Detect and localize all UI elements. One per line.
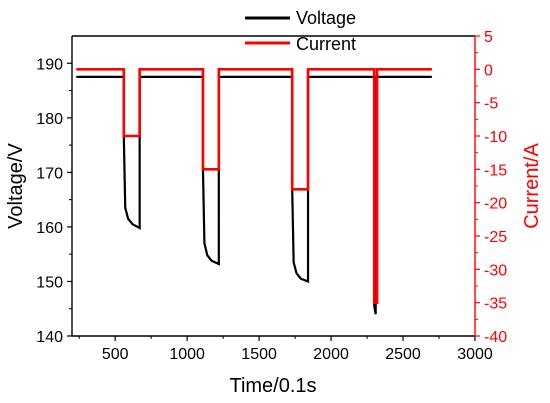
legend: Voltage Current	[245, 8, 356, 54]
legend-current-label: Current	[296, 34, 356, 54]
y-left-tick-label: 190	[36, 56, 63, 73]
y-left-axis-title: Voltage/V	[5, 143, 27, 229]
y-left-tick-label: 160	[36, 220, 63, 237]
x-tick-label: 500	[102, 346, 129, 363]
y-right-tick-label: -40	[484, 329, 507, 346]
y-right-tick-label: -5	[484, 96, 498, 113]
x-tick-label: 1500	[241, 346, 277, 363]
x-ticks-group: 500 1000 1500 2000 2500 3000	[78, 336, 493, 363]
y-left-tick-label: 180	[36, 111, 63, 128]
y-right-tick-label: -35	[484, 296, 507, 313]
x-tick-label: 1000	[169, 346, 205, 363]
y-left-tick-label: 140	[36, 329, 63, 346]
x-axis-title: Time/0.1s	[229, 375, 316, 397]
x-tick-label: 2000	[313, 346, 349, 363]
y-right-tick-label: 5	[484, 29, 493, 46]
current-series-line	[76, 68, 432, 304]
y-left-tick-label: 170	[36, 165, 63, 182]
legend-voltage-label: Voltage	[296, 8, 356, 28]
y-right-tick-label: -10	[484, 129, 507, 146]
x-tick-label: 3000	[457, 346, 493, 363]
y-right-tick-label: -30	[484, 262, 507, 279]
voltage-series-line	[76, 75, 432, 315]
y-right-tick-label: -20	[484, 196, 507, 213]
y-right-ticks-group: 5 0 -5 -10 -15 -20 -25 -30 -35 -40	[475, 29, 507, 346]
y-right-tick-label: -15	[484, 162, 507, 179]
x-tick-label: 2500	[385, 346, 421, 363]
y-right-tick-label: 0	[484, 62, 493, 79]
y-right-tick-label: -25	[484, 229, 507, 246]
series-layer	[76, 68, 432, 315]
y-right-axis-title: Current/A	[521, 143, 543, 229]
y-left-tick-label: 150	[36, 274, 63, 291]
y-left-ticks-group: 140 150 160 170 180 190	[36, 56, 72, 346]
